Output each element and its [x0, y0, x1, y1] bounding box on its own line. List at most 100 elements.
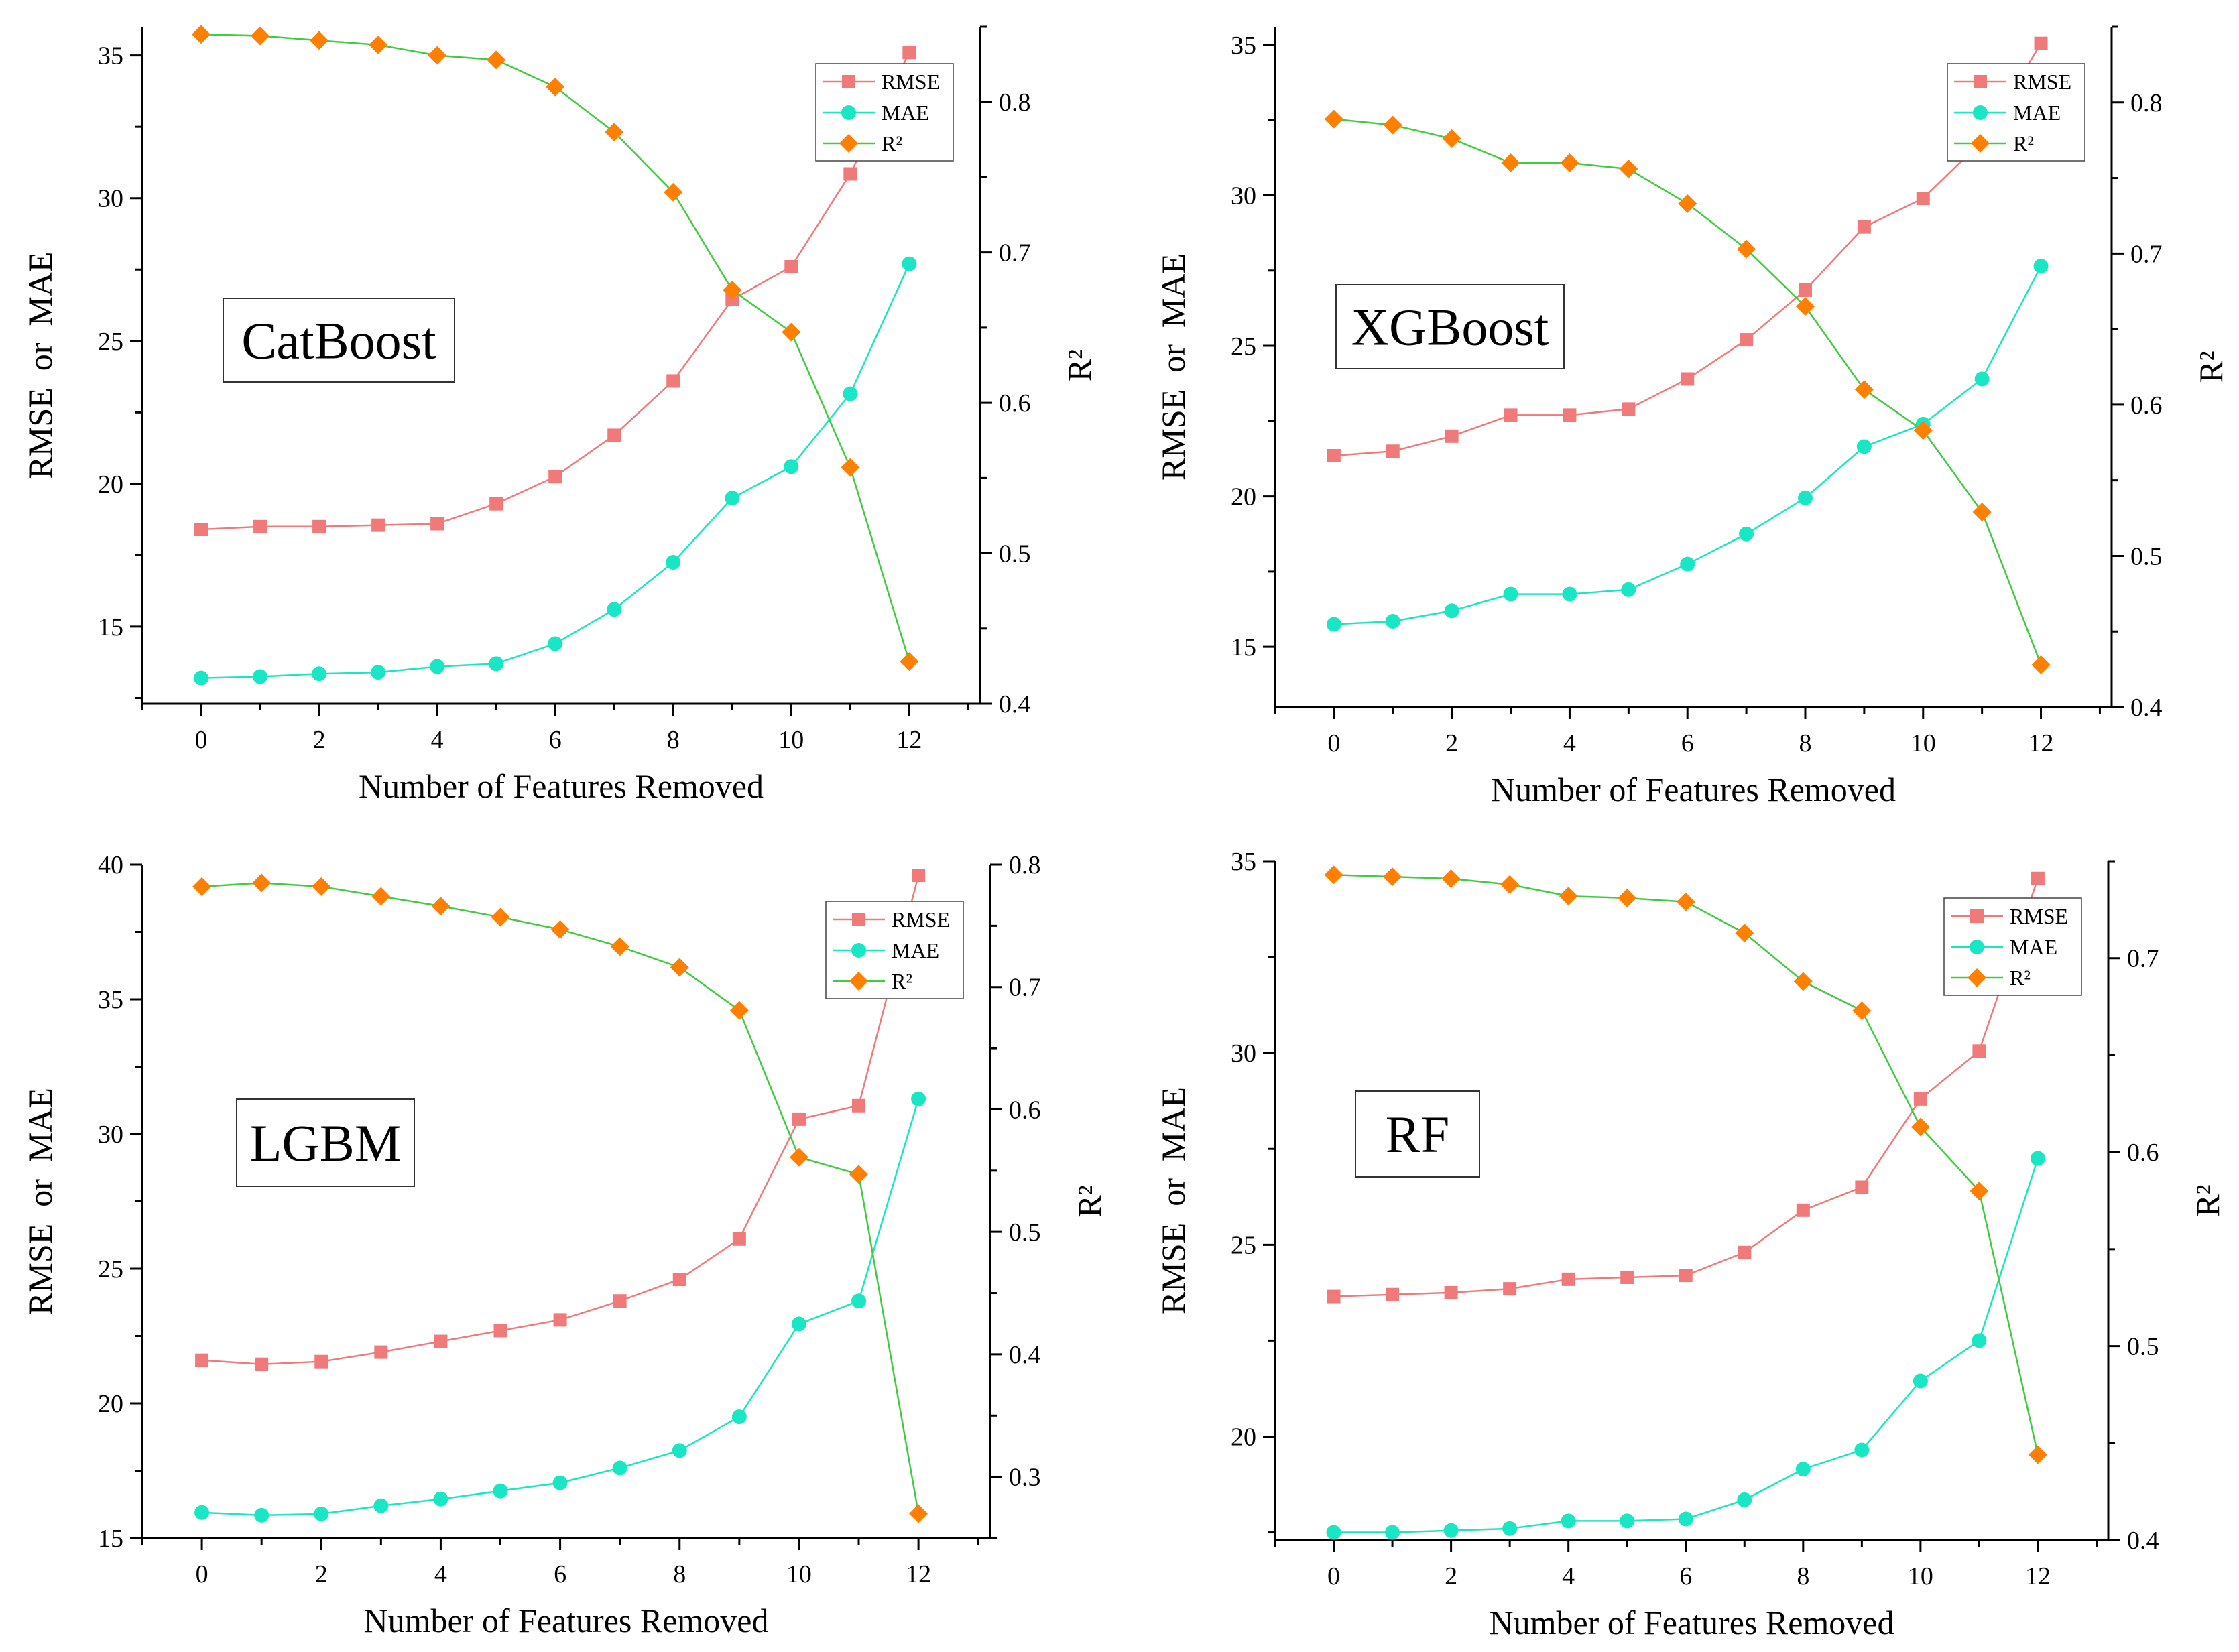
- data-point-mae: [489, 656, 504, 672]
- x-tick-label: 0: [1327, 729, 1340, 757]
- y2-tick-label: 0.7: [999, 239, 1031, 267]
- data-point-rmse: [666, 374, 680, 388]
- x-tick-label: 10: [1908, 1562, 1933, 1590]
- legend-marker: [841, 105, 856, 120]
- data-point-rmse: [1913, 1092, 1927, 1106]
- y2-tick-label: 0.6: [2130, 391, 2163, 420]
- y-tick-label: 20: [1231, 1423, 1256, 1451]
- data-point-r2: [371, 887, 391, 906]
- y-axis-title: RMSE or MAE: [1154, 253, 1192, 481]
- data-point-rmse: [1916, 191, 1930, 205]
- x-axis-title: Number of Features Removed: [1489, 1604, 1894, 1641]
- y-tick-label: 35: [98, 42, 123, 70]
- x-tick-label: 6: [549, 726, 562, 754]
- data-point-r2: [610, 937, 629, 956]
- data-point-mae: [1503, 586, 1518, 602]
- data-point-rmse: [1327, 1289, 1341, 1304]
- data-point-mae: [1561, 1513, 1576, 1529]
- y2-tick-label: 0.4: [2127, 1527, 2159, 1555]
- data-point-mae: [1972, 1333, 1987, 1348]
- data-point-r2: [1737, 239, 1756, 259]
- x-tick-label: 12: [2025, 1562, 2051, 1590]
- data-point-mae: [1502, 1521, 1518, 1536]
- data-point-mae: [1385, 614, 1400, 629]
- data-point-rmse: [1798, 283, 1812, 297]
- x-tick-label: 2: [1445, 729, 1458, 757]
- data-point-rmse: [1855, 1180, 1869, 1194]
- data-point-r2: [1559, 887, 1578, 906]
- data-point-rmse: [1620, 1270, 1634, 1284]
- data-point-mae: [1737, 1492, 1752, 1507]
- data-point-rmse: [852, 1098, 866, 1113]
- data-point-r2: [841, 458, 860, 477]
- data-point-r2: [1911, 1117, 1930, 1137]
- data-point-rmse: [2031, 871, 2045, 885]
- data-point-mae: [194, 670, 209, 686]
- data-point-rmse: [312, 519, 326, 533]
- data-point-mae: [1678, 1511, 1693, 1527]
- y2-tick-label: 0.8: [2130, 89, 2163, 117]
- y-tick-label: 30: [1231, 1039, 1256, 1068]
- data-point-r2: [192, 877, 212, 896]
- x-tick-label: 12: [896, 726, 922, 754]
- x-tick-label: 4: [434, 1560, 447, 1588]
- data-point-rmse: [1445, 429, 1459, 443]
- legend: RMSE MAE R²: [825, 901, 964, 999]
- data-point-mae: [612, 1460, 627, 1476]
- data-point-r2: [782, 322, 801, 342]
- y2-tick-label: 0.6: [2127, 1139, 2159, 1167]
- data-point-rmse: [1796, 1203, 1810, 1217]
- data-point-r2: [729, 1001, 749, 1020]
- legend-label: R²: [882, 131, 902, 155]
- data-point-mae: [314, 1506, 329, 1521]
- data-point-r2: [252, 873, 271, 893]
- data-point-rmse: [672, 1273, 686, 1287]
- legend-marker: [839, 134, 858, 153]
- x-tick-label: 2: [313, 726, 326, 754]
- x-tick-label: 10: [778, 726, 804, 754]
- legend: RMSE MAE R²: [815, 63, 954, 162]
- data-point-r2: [546, 77, 565, 97]
- y2-axis-title: R²: [1061, 349, 1098, 381]
- data-point-r2: [491, 907, 510, 927]
- data-point-rmse: [1622, 402, 1636, 416]
- data-point-rmse: [1503, 1282, 1517, 1296]
- data-point-rmse: [553, 1313, 567, 1327]
- data-point-r2: [1970, 1182, 1989, 1201]
- data-point-r2: [1560, 153, 1579, 172]
- data-point-mae: [1621, 582, 1636, 597]
- data-point-r2: [1618, 888, 1637, 907]
- data-point-rmse: [732, 1232, 746, 1246]
- data-point-rmse: [843, 167, 857, 181]
- data-point-rmse: [2034, 36, 2048, 50]
- data-point-mae: [430, 659, 445, 674]
- data-point-r2: [1913, 421, 1933, 440]
- data-point-r2: [849, 1165, 869, 1184]
- x-tick-label: 2: [1445, 1562, 1457, 1590]
- data-point-mae: [1856, 439, 1872, 454]
- data-point-mae: [725, 491, 740, 506]
- y-axis-title: RMSE or MAE: [1154, 1087, 1192, 1314]
- y-tick-label: 30: [1231, 182, 1256, 210]
- y-tick-label: 15: [1231, 633, 1256, 661]
- legend-label: RMSE: [882, 70, 940, 94]
- data-point-mae: [1797, 490, 1813, 505]
- x-axis-title: Number of Features Removed: [1491, 771, 1896, 808]
- data-point-mae: [672, 1443, 687, 1458]
- data-point-rmse: [371, 518, 385, 532]
- data-point-rmse: [374, 1345, 388, 1359]
- x-tick-label: 8: [673, 1560, 686, 1588]
- data-point-rmse: [1681, 372, 1695, 386]
- y2-tick-label: 0.4: [999, 690, 1031, 718]
- data-point-r2: [1324, 865, 1343, 885]
- data-point-r2: [2031, 655, 2051, 674]
- legend-label: R²: [2010, 966, 2031, 990]
- y-tick-label: 15: [98, 613, 123, 641]
- data-point-mae: [1680, 556, 1695, 572]
- data-point-r2: [900, 652, 919, 672]
- x-tick-label: 10: [786, 1560, 812, 1588]
- legend: RMSE MAE R²: [1943, 897, 2082, 996]
- data-point-r2: [312, 877, 331, 896]
- x-tick-label: 6: [1681, 729, 1694, 757]
- model-label: XGBoost: [1351, 298, 1549, 357]
